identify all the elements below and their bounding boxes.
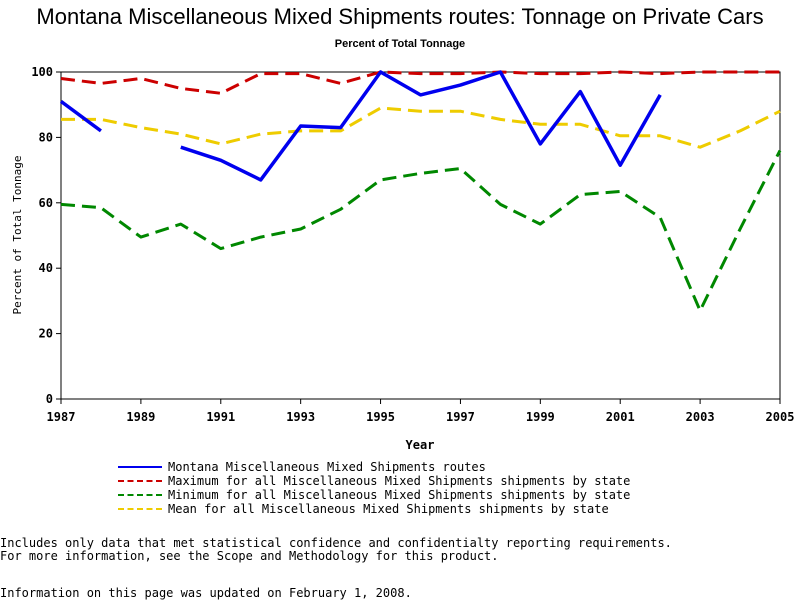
legend-item: Maximum for all Miscellaneous Mixed Ship… [118,474,630,488]
y-tick-label: 100 [31,65,53,79]
legend-swatch-maximum [118,480,162,482]
x-tick-label: 1993 [286,410,315,424]
chart-subtitle: Percent of Total Tonnage [334,38,466,50]
y-axis-label: Percent of Total Tonnage [11,156,24,315]
legend-swatch-mean [118,508,162,510]
legend-label: Maximum for all Miscellaneous Mixed Ship… [168,474,631,488]
y-tick-label: 0 [46,392,53,406]
y-tick-label: 20 [39,327,53,341]
legend-swatch-montana [118,466,162,468]
series-line-mean [61,106,781,149]
legend-item: Minimum for all Miscellaneous Mixed Ship… [118,488,630,502]
y-tick-label: 80 [39,130,53,144]
legend: Montana Miscellaneous Mixed Shipments ro… [118,460,630,516]
x-axis-label: Year [406,438,435,452]
x-tick-label: 2001 [606,410,635,424]
footnote-methodology: For more information, see the Scope and … [0,549,499,563]
legend-item: Mean for all Miscellaneous Mixed Shipmen… [118,502,630,516]
plot-frame [60,71,781,400]
footnote-confidence: Includes only data that met statistical … [0,536,672,550]
legend-swatch-minimum [118,494,162,496]
footnote-updated: Information on this page was updated on … [0,586,412,600]
legend-item: Montana Miscellaneous Mixed Shipments ro… [118,460,630,474]
legend-label: Montana Miscellaneous Mixed Shipments ro… [168,460,486,474]
x-axis: 1987 1989 1991 1993 1995 1997 1999 2001 2003 2005 [47,399,795,424]
line-chart: 1987 1989 1991 1993 1995 1997 1999 2001 2003 2005… [11,65,795,452]
legend-label: Mean for all Miscellaneous Mixed Shipmen… [168,502,609,516]
chart-title: Montana Miscellaneous Mixed Shipments ro… [36,4,764,29]
series-line-montana [180,70,662,182]
series-layer [59,70,782,313]
y-tick-label: 40 [39,261,53,275]
x-tick-label: 1999 [526,410,555,424]
x-tick-label: 1989 [126,410,155,424]
x-tick-label: 1995 [366,410,395,424]
x-tick-label: 2003 [686,410,715,424]
legend-label: Minimum for all Miscellaneous Mixed Ship… [168,488,631,502]
y-axis: 0 20 40 60 80 100 [31,65,61,406]
x-tick-label: 1991 [206,410,235,424]
x-tick-label: 2005 [766,410,795,424]
x-tick-label: 1987 [47,410,76,424]
series-line-minimum [60,149,782,313]
x-tick-label: 1997 [446,410,475,424]
y-tick-label: 60 [39,196,53,210]
series-line-montana [59,99,102,133]
series-line-maximum [60,70,780,95]
